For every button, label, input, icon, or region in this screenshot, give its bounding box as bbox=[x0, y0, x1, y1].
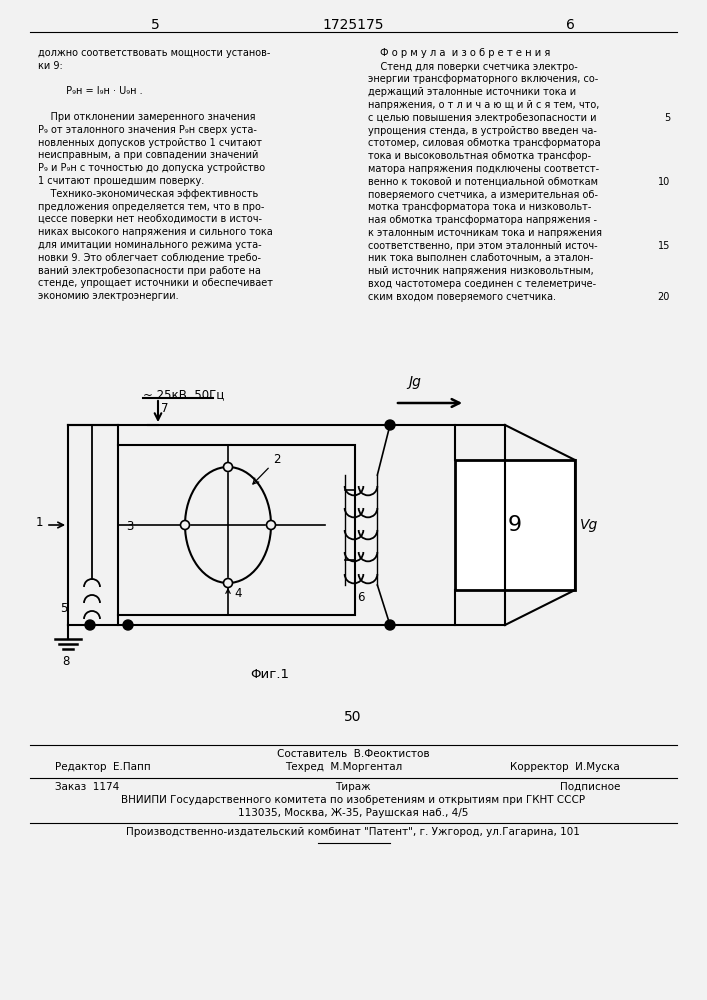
Text: тока и высоковольтная обмотка трансфор-: тока и высоковольтная обмотка трансфор- bbox=[368, 151, 591, 161]
Text: 4: 4 bbox=[234, 587, 242, 600]
Text: матора напряжения подключены соответст-: матора напряжения подключены соответст- bbox=[368, 164, 599, 174]
Text: соответственно, при этом эталонный источ-: соответственно, при этом эталонный источ… bbox=[368, 241, 597, 251]
Text: 113035, Москва, Ж-35, Раушская наб., 4/5: 113035, Москва, Ж-35, Раушская наб., 4/5 bbox=[238, 808, 468, 818]
Text: Техред  М.Моргентал: Техред М.Моргентал bbox=[285, 762, 402, 772]
Text: никах высокого напряжения и сильного тока: никах высокого напряжения и сильного ток… bbox=[38, 227, 273, 237]
Text: Jg: Jg bbox=[409, 375, 421, 389]
Text: 10: 10 bbox=[658, 177, 670, 187]
Text: ный источник напряжения низковольтным,: ный источник напряжения низковольтным, bbox=[368, 266, 594, 276]
Text: ная обмотка трансформатора напряжения -: ная обмотка трансформатора напряжения - bbox=[368, 215, 597, 225]
Text: держащий эталонные источники тока и: держащий эталонные источники тока и bbox=[368, 87, 576, 97]
Text: P₉ и P₉н с точностью до допуска устройство: P₉ и P₉н с точностью до допуска устройст… bbox=[38, 163, 265, 173]
Text: напряжения, о т л и ч а ю щ и й с я тем, что,: напряжения, о т л и ч а ю щ и й с я тем,… bbox=[368, 100, 600, 110]
Text: Φиг.1: Φиг.1 bbox=[250, 668, 289, 681]
Text: 5: 5 bbox=[60, 601, 67, 614]
Text: ник тока выполнен слаботочным, а эталон-: ник тока выполнен слаботочным, а эталон- bbox=[368, 253, 593, 263]
Text: Стенд для поверки счетчика электро-: Стенд для поверки счетчика электро- bbox=[368, 62, 578, 72]
Bar bbox=[455, 460, 575, 590]
Text: новки 9. Это облегчает соблюдение требо-: новки 9. Это облегчает соблюдение требо- bbox=[38, 253, 261, 263]
Text: 15: 15 bbox=[658, 241, 670, 251]
Circle shape bbox=[85, 620, 95, 630]
Text: Тираж: Тираж bbox=[335, 782, 370, 792]
Text: 3: 3 bbox=[126, 520, 134, 534]
Text: с целью повышения электробезопасности и: с целью повышения электробезопасности и bbox=[368, 113, 597, 123]
Circle shape bbox=[123, 620, 133, 630]
Text: упрощения стенда, в устройство введен ча-: упрощения стенда, в устройство введен ча… bbox=[368, 125, 597, 135]
Text: ским входом поверяемого счетчика.: ским входом поверяемого счетчика. bbox=[368, 292, 556, 302]
Text: Технико-экономическая эффективность: Технико-экономическая эффективность bbox=[38, 189, 258, 199]
Text: венно к токовой и потенциальной обмоткам: венно к токовой и потенциальной обмоткам bbox=[368, 177, 598, 187]
Text: 9: 9 bbox=[508, 515, 522, 535]
Text: вход частотомера соединен с телеметриче-: вход частотомера соединен с телеметриче- bbox=[368, 279, 596, 289]
Text: P₉н = I₉н · U₉н .: P₉н = I₉н · U₉н . bbox=[38, 86, 143, 96]
Text: Заказ  1174: Заказ 1174 bbox=[55, 782, 119, 792]
Text: 50: 50 bbox=[344, 710, 362, 724]
Text: Составитель  В.Феоктистов: Составитель В.Феоктистов bbox=[276, 749, 429, 759]
Text: Производственно-издательский комбинат "Патент", г. Ужгород, ул.Гагарина, 101: Производственно-издательский комбинат "П… bbox=[126, 827, 580, 837]
Text: предложения определяется тем, что в про-: предложения определяется тем, что в про- bbox=[38, 202, 264, 212]
Text: экономию электроэнергии.: экономию электроэнергии. bbox=[38, 291, 179, 301]
Text: Vg: Vg bbox=[580, 518, 598, 532]
Text: При отклонении замеренного значения: При отклонении замеренного значения bbox=[38, 112, 255, 122]
Text: P₉ от эталонного значения P₉н сверх уста-: P₉ от эталонного значения P₉н сверх уста… bbox=[38, 125, 257, 135]
Text: 20: 20 bbox=[658, 292, 670, 302]
Text: должно соответствовать мощности установ-: должно соответствовать мощности установ- bbox=[38, 48, 270, 58]
Text: 5: 5 bbox=[151, 18, 159, 32]
Text: поверяемого счетчика, а измерительная об-: поверяемого счетчика, а измерительная об… bbox=[368, 190, 598, 200]
Text: к эталонным источникам тока и напряжения: к эталонным источникам тока и напряжения bbox=[368, 228, 602, 238]
Text: 8: 8 bbox=[62, 655, 70, 668]
Circle shape bbox=[180, 520, 189, 530]
Text: стенде, упрощает источники и обеспечивает: стенде, упрощает источники и обеспечивае… bbox=[38, 278, 273, 288]
Text: ваний электробезопасности при работе на: ваний электробезопасности при работе на bbox=[38, 266, 261, 276]
Text: ки 9:: ки 9: bbox=[38, 61, 63, 71]
Text: энергии трансформаторного включения, со-: энергии трансформаторного включения, со- bbox=[368, 74, 598, 84]
Text: 6: 6 bbox=[357, 591, 365, 604]
Text: 5: 5 bbox=[664, 113, 670, 123]
Text: 2: 2 bbox=[253, 453, 281, 484]
Text: Подписное: Подписное bbox=[560, 782, 620, 792]
Text: мотка трансформатора тока и низковольт-: мотка трансформатора тока и низковольт- bbox=[368, 202, 591, 212]
Text: ВНИИПИ Государственного комитета по изобретениям и открытиям при ГКНТ СССР: ВНИИПИ Государственного комитета по изоб… bbox=[121, 795, 585, 805]
Text: 1 считают прошедшим поверку.: 1 считают прошедшим поверку. bbox=[38, 176, 204, 186]
Text: 6: 6 bbox=[566, 18, 574, 32]
Text: Корректор  И.Муска: Корректор И.Муска bbox=[510, 762, 620, 772]
Text: 1: 1 bbox=[35, 516, 43, 530]
Circle shape bbox=[223, 462, 233, 472]
Circle shape bbox=[385, 420, 395, 430]
Text: 1725175: 1725175 bbox=[322, 18, 384, 32]
Text: новленных допусков устройство 1 считают: новленных допусков устройство 1 считают bbox=[38, 138, 262, 148]
Text: цессе поверки нет необходимости в источ-: цессе поверки нет необходимости в источ- bbox=[38, 214, 262, 224]
Text: неисправным, а при совпадении значений: неисправным, а при совпадении значений bbox=[38, 150, 258, 160]
Text: стотомер, силовая обмотка трансформатора: стотомер, силовая обмотка трансформатора bbox=[368, 138, 601, 148]
Circle shape bbox=[223, 578, 233, 587]
Text: 7: 7 bbox=[161, 402, 168, 415]
Text: Редактор  Е.Папп: Редактор Е.Папп bbox=[55, 762, 151, 772]
Circle shape bbox=[385, 620, 395, 630]
Text: для имитации номинального режима уста-: для имитации номинального режима уста- bbox=[38, 240, 262, 250]
Bar bbox=[118, 445, 355, 615]
Text: ~ 25кВ  50Гц: ~ 25кВ 50Гц bbox=[143, 388, 224, 401]
Text: Ф о р м у л а  и з о б р е т е н и я: Ф о р м у л а и з о б р е т е н и я bbox=[380, 48, 550, 58]
Circle shape bbox=[267, 520, 276, 530]
